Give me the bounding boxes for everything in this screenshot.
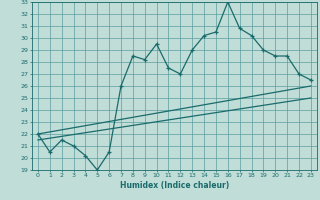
X-axis label: Humidex (Indice chaleur): Humidex (Indice chaleur) [120,181,229,190]
